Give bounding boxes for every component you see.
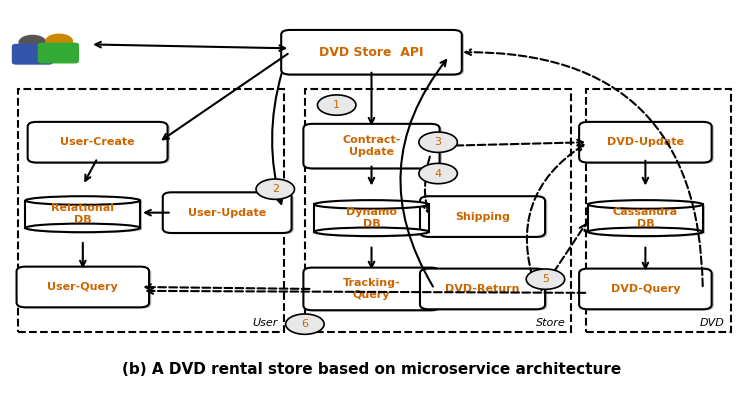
Text: DVD Store  API: DVD Store API [319, 46, 424, 59]
FancyBboxPatch shape [163, 192, 291, 233]
FancyBboxPatch shape [420, 269, 545, 309]
Circle shape [256, 179, 294, 199]
Bar [588, 204, 703, 232]
Bar [25, 201, 140, 228]
Text: Shipping: Shipping [455, 212, 510, 221]
Bar [27, 202, 143, 229]
Ellipse shape [27, 197, 143, 206]
Circle shape [285, 314, 324, 335]
Text: (b) A DVD rental store based on microservice architecture: (b) A DVD rental store based on microser… [122, 362, 621, 377]
FancyBboxPatch shape [13, 45, 53, 64]
Text: 2: 2 [272, 184, 279, 194]
FancyBboxPatch shape [305, 269, 442, 311]
Bar [305, 89, 571, 332]
FancyBboxPatch shape [422, 197, 548, 238]
FancyBboxPatch shape [303, 124, 440, 169]
Circle shape [317, 95, 356, 115]
Ellipse shape [317, 229, 431, 237]
Ellipse shape [590, 201, 705, 210]
Ellipse shape [25, 224, 140, 232]
Text: Contract-
Update: Contract- Update [343, 136, 400, 157]
FancyBboxPatch shape [422, 270, 548, 310]
Ellipse shape [317, 201, 431, 210]
Text: 5: 5 [542, 274, 549, 284]
Bar [18, 89, 284, 332]
Bar [314, 204, 429, 232]
Ellipse shape [588, 200, 703, 209]
Text: User-Query: User-Query [48, 282, 118, 292]
Text: Store: Store [536, 318, 565, 328]
FancyBboxPatch shape [281, 30, 462, 74]
Text: Dynamo
DB: Dynamo DB [346, 207, 397, 229]
Text: User: User [253, 318, 278, 328]
Text: Tracking-
Query: Tracking- Query [343, 278, 400, 300]
FancyBboxPatch shape [579, 122, 712, 163]
Text: DVD-Update: DVD-Update [607, 137, 684, 147]
FancyBboxPatch shape [579, 269, 712, 309]
Bar [586, 89, 730, 332]
Text: DVD: DVD [700, 318, 724, 328]
Circle shape [419, 164, 458, 184]
Bar [590, 206, 705, 233]
Ellipse shape [314, 200, 429, 209]
Circle shape [19, 35, 46, 50]
Text: User-Update: User-Update [188, 208, 266, 217]
Text: Cassandra
DB: Cassandra DB [613, 207, 678, 229]
Ellipse shape [314, 227, 429, 236]
FancyBboxPatch shape [303, 268, 440, 310]
FancyBboxPatch shape [305, 125, 442, 169]
Text: 4: 4 [435, 169, 441, 178]
FancyBboxPatch shape [581, 123, 714, 164]
Text: User-Create: User-Create [60, 137, 135, 147]
FancyBboxPatch shape [581, 270, 714, 310]
Circle shape [526, 269, 565, 289]
Ellipse shape [27, 225, 143, 233]
FancyBboxPatch shape [27, 122, 168, 163]
Text: 6: 6 [302, 319, 308, 329]
Ellipse shape [590, 229, 705, 237]
FancyBboxPatch shape [19, 268, 152, 309]
FancyBboxPatch shape [16, 267, 149, 307]
FancyBboxPatch shape [420, 196, 545, 237]
Text: 1: 1 [333, 100, 340, 110]
FancyBboxPatch shape [283, 31, 464, 76]
Ellipse shape [588, 227, 703, 236]
Text: Relational
DB: Relational DB [51, 203, 114, 225]
FancyBboxPatch shape [165, 193, 293, 234]
FancyBboxPatch shape [39, 43, 78, 63]
Text: DVD-Return: DVD-Return [445, 284, 520, 294]
Circle shape [46, 34, 73, 48]
Ellipse shape [25, 196, 140, 205]
Text: DVD-Query: DVD-Query [611, 284, 680, 294]
Text: 3: 3 [435, 137, 441, 147]
FancyBboxPatch shape [30, 123, 170, 164]
Bar [317, 206, 431, 233]
Circle shape [419, 132, 458, 152]
